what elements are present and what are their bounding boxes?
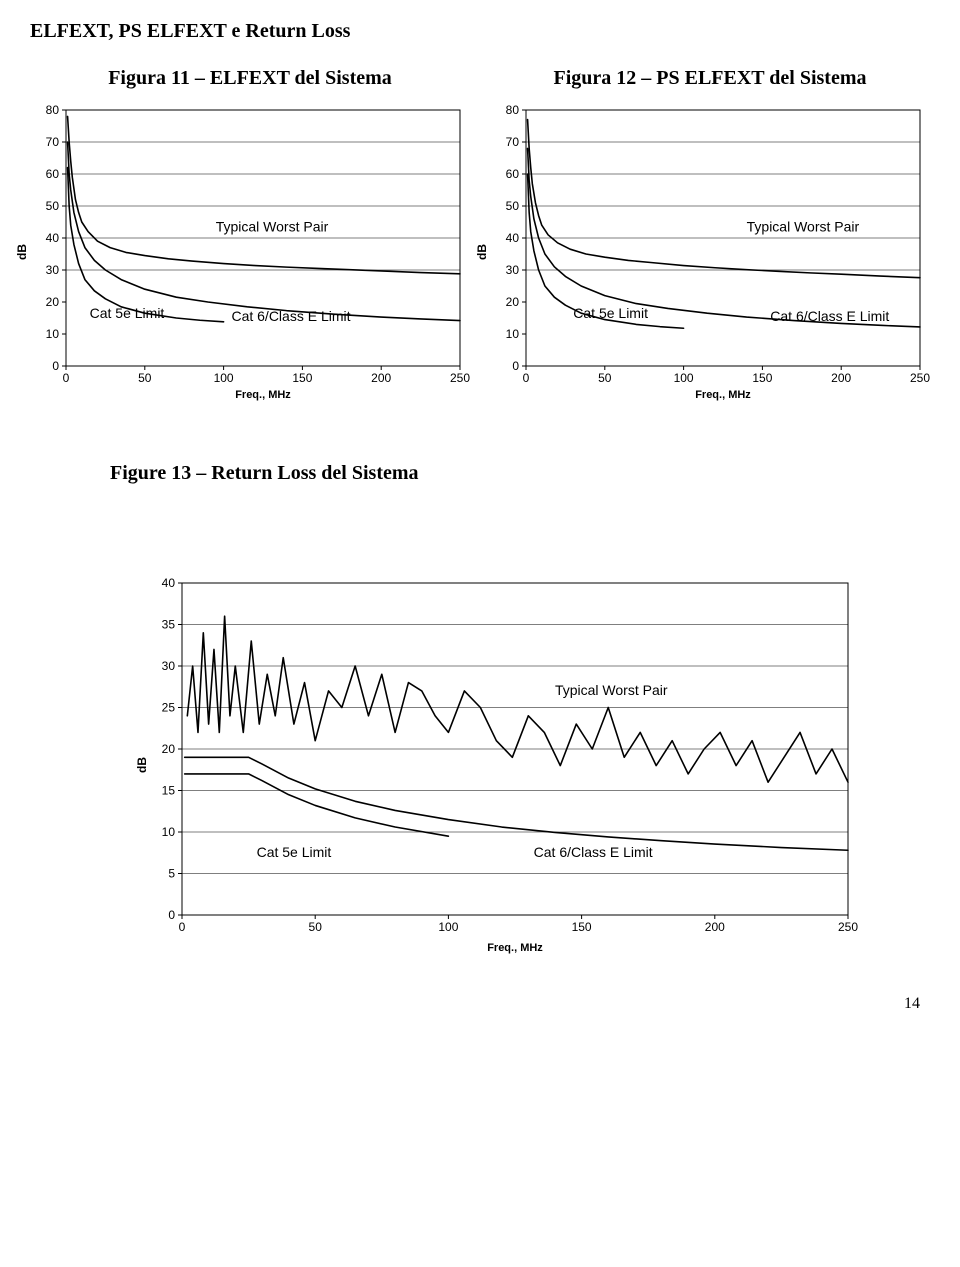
- svg-text:Typical Worst Pair: Typical Worst Pair: [216, 219, 329, 235]
- chart11-svg: 0 10 20 30 40 50 60 70 80 0 50 100 150 200 250 Freq., M…: [30, 102, 470, 402]
- svg-text:150: 150: [572, 920, 592, 934]
- svg-text:0: 0: [63, 371, 70, 385]
- svg-text:0: 0: [523, 371, 530, 385]
- svg-text:0: 0: [512, 359, 519, 373]
- svg-text:10: 10: [46, 327, 60, 341]
- svg-text:80: 80: [46, 103, 60, 117]
- svg-text:Freq., MHz: Freq., MHz: [487, 942, 543, 954]
- chart13-box: dB 0510152025303540050100150200250Freq.,…: [140, 575, 930, 955]
- svg-text:50: 50: [46, 199, 60, 213]
- page-title: ELFEXT, PS ELFEXT e Return Loss: [30, 20, 930, 43]
- svg-text:Typical Worst Pair: Typical Worst Pair: [555, 682, 668, 698]
- svg-text:150: 150: [292, 371, 312, 385]
- svg-text:50: 50: [138, 371, 152, 385]
- chart11-title: Figura 11 – ELFEXT del Sistema: [30, 67, 470, 90]
- svg-text:50: 50: [506, 199, 520, 213]
- page-number: 14: [30, 995, 930, 1013]
- svg-text:5: 5: [168, 867, 175, 881]
- svg-text:Freq., MHz: Freq., MHz: [235, 389, 291, 401]
- svg-text:100: 100: [674, 371, 694, 385]
- svg-text:Freq., MHz: Freq., MHz: [695, 389, 751, 401]
- svg-text:30: 30: [162, 659, 176, 673]
- svg-text:200: 200: [831, 371, 851, 385]
- svg-text:25: 25: [162, 701, 176, 715]
- svg-text:Cat 5e Limit: Cat 5e Limit: [90, 305, 165, 321]
- chart12-box: dB 01020304050607080050100150200250Freq.…: [490, 102, 930, 402]
- chart13-title: Figure 13 – Return Loss del Sistema: [110, 462, 930, 485]
- svg-text:10: 10: [506, 327, 520, 341]
- svg-text:250: 250: [450, 371, 470, 385]
- chart11-column: Figura 11 – ELFEXT del Sistema dB 010203…: [30, 67, 470, 402]
- svg-text:20: 20: [46, 295, 60, 309]
- svg-text:Cat 6/Class E Limit: Cat 6/Class E Limit: [770, 308, 889, 324]
- chart11-ylabel: dB: [15, 244, 29, 260]
- svg-text:30: 30: [46, 263, 60, 277]
- svg-text:40: 40: [162, 576, 176, 590]
- chart12-column: Figura 12 – PS ELFEXT del Sistema dB 010…: [490, 67, 930, 402]
- chart13-section: Figure 13 – Return Loss del Sistema dB 0…: [30, 462, 930, 955]
- svg-text:150: 150: [752, 371, 772, 385]
- svg-text:100: 100: [214, 371, 234, 385]
- svg-text:70: 70: [506, 135, 520, 149]
- svg-text:0: 0: [168, 908, 175, 922]
- svg-text:250: 250: [910, 371, 930, 385]
- svg-text:50: 50: [309, 920, 323, 934]
- chart12-svg: 0 10 20 30 40 50 60 70 80 0 50 100 150 200 250 Freq., M…: [490, 102, 930, 402]
- svg-text:60: 60: [506, 167, 520, 181]
- svg-text:200: 200: [371, 371, 391, 385]
- svg-text:200: 200: [705, 920, 725, 934]
- chart11-box: dB 01020304050607080050100150200250Freq.…: [30, 102, 470, 402]
- chart12-title: Figura 12 – PS ELFEXT del Sistema: [490, 67, 930, 90]
- svg-text:50: 50: [598, 371, 612, 385]
- chart13-svg: 0 5 10 15 20 25 30 35 40 0 50 100 150 200 250 Freq., MH…: [140, 575, 860, 955]
- svg-text:250: 250: [838, 920, 858, 934]
- chart12-ylabel: dB: [475, 244, 489, 260]
- svg-text:40: 40: [46, 231, 60, 245]
- chart13-ylabel: dB: [135, 757, 149, 773]
- svg-text:30: 30: [506, 263, 520, 277]
- top-charts-row: Figura 11 – ELFEXT del Sistema dB 0 10 20 3…: [30, 67, 930, 402]
- svg-text:0: 0: [52, 359, 59, 373]
- svg-text:80: 80: [506, 103, 520, 117]
- svg-text:70: 70: [46, 135, 60, 149]
- svg-text:Cat 5e Limit: Cat 5e Limit: [257, 844, 332, 860]
- svg-text:20: 20: [162, 742, 176, 756]
- svg-text:10: 10: [162, 825, 176, 839]
- svg-text:0: 0: [179, 920, 186, 934]
- svg-text:60: 60: [46, 167, 60, 181]
- svg-text:35: 35: [162, 618, 176, 632]
- svg-text:15: 15: [162, 784, 176, 798]
- svg-text:Cat 6/Class E Limit: Cat 6/Class E Limit: [534, 844, 653, 860]
- svg-text:Typical Worst Pair: Typical Worst Pair: [747, 219, 860, 235]
- svg-text:40: 40: [506, 231, 520, 245]
- svg-text:20: 20: [506, 295, 520, 309]
- svg-text:Cat 5e Limit: Cat 5e Limit: [573, 305, 648, 321]
- svg-text:Cat 6/Class E Limit: Cat 6/Class E Limit: [231, 308, 350, 324]
- svg-text:100: 100: [438, 920, 458, 934]
